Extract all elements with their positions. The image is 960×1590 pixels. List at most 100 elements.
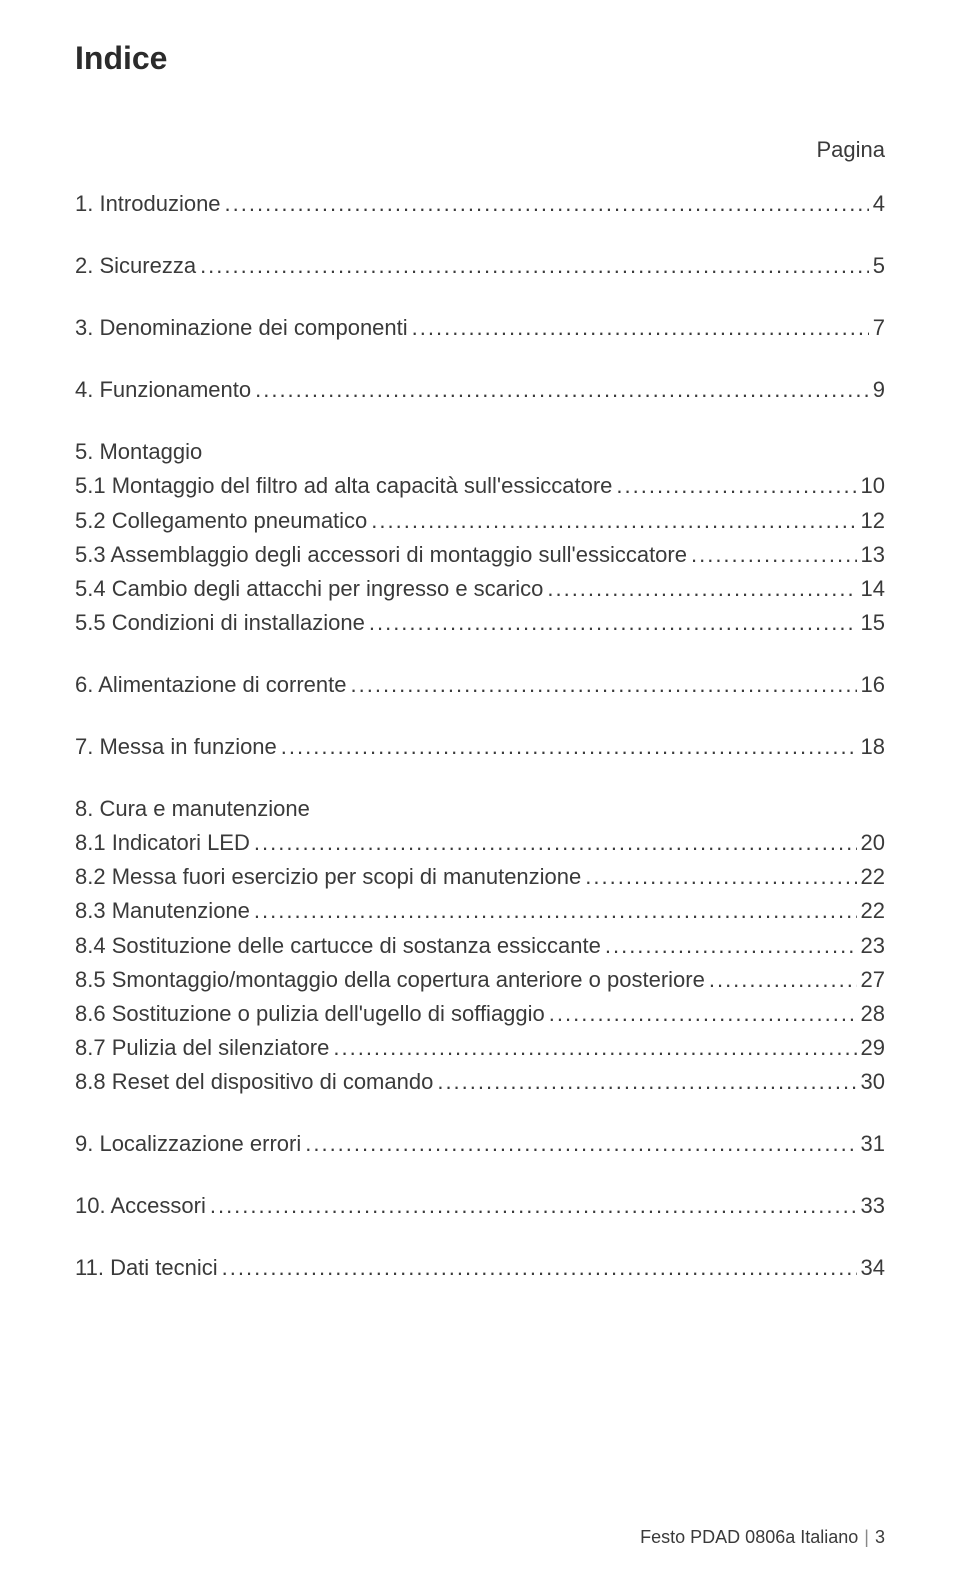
toc-row: 2. Sicurezza5 [75,249,885,283]
toc-block: 1. Introduzione 4 [75,187,885,221]
toc-row: 8.5 Smontaggio/montaggio della copertura… [75,963,885,997]
toc-row: 3. Denominazione dei componenti 7 [75,311,885,345]
toc-entry-page: 10 [861,469,885,503]
toc-row: 5.1 Montaggio del filtro ad alta capacit… [75,469,885,503]
toc-entry-page: 9 [873,373,885,407]
toc-block: 10. Accessori 33 [75,1189,885,1223]
toc-entry-label: 3. Denominazione dei componenti [75,311,408,345]
toc-leader-dots [585,860,856,894]
toc-row: 8.4 Sostituzione delle cartucce di sosta… [75,929,885,963]
toc-row: 11. Dati tecnici 34 [75,1251,885,1285]
page-footer: Festo PDAD 0806a Italiano|3 [640,1527,885,1548]
toc-block: 4. Funzionamento 9 [75,373,885,407]
toc-entry-page: 14 [861,572,885,606]
toc-entry-page: 22 [861,894,885,928]
toc-row: 5.4 Cambio degli attacchi per ingresso e… [75,572,885,606]
toc-block: 2. Sicurezza5 [75,249,885,283]
toc-entry-page: 33 [861,1189,885,1223]
toc-row: 5.2 Collegamento pneumatico12 [75,504,885,538]
toc-entry-label: 8.8 Reset del dispositivo di comando [75,1065,433,1099]
toc-leader-dots [254,894,857,928]
toc-leader-dots [605,929,857,963]
toc-entry-page: 4 [873,187,885,221]
toc-row: 5.5 Condizioni di installazione 15 [75,606,885,640]
toc-leader-dots [437,1065,856,1099]
toc-entry-label: 8.2 Messa fuori esercizio per scopi di m… [75,860,581,894]
toc-entry-label: 8.5 Smontaggio/montaggio della copertura… [75,963,705,997]
toc-leader-dots [616,469,856,503]
toc-block: 5. Montaggio5.1 Montaggio del filtro ad … [75,435,885,640]
toc-entry-page: 31 [861,1127,885,1161]
toc-entry-page: 30 [861,1065,885,1099]
toc-entry-page: 5 [873,249,885,283]
toc-entry-label: 8.4 Sostituzione delle cartucce di sosta… [75,929,601,963]
toc-leader-dots [549,997,857,1031]
toc-row: 8.3 Manutenzione 22 [75,894,885,928]
column-header-page: Pagina [75,137,885,163]
toc-row: 7. Messa in funzione 18 [75,730,885,764]
toc-entry-page: 29 [861,1031,885,1065]
page-title: Indice [75,40,885,77]
toc-leader-dots [691,538,857,572]
toc-row: 10. Accessori 33 [75,1189,885,1223]
toc-row: 8.7 Pulizia del silenziatore 29 [75,1031,885,1065]
toc-leader-dots [305,1127,856,1161]
toc-entry-label: 6. Alimentazione di corrente [75,668,347,702]
toc-leader-dots [709,963,857,997]
table-of-contents: 1. Introduzione 4 2. Sicurezza5 3. Denomina… [75,187,885,1285]
toc-leader-dots [547,572,856,606]
toc-row: 8.8 Reset del dispositivo di comando 30 [75,1065,885,1099]
toc-entry-page: 22 [861,860,885,894]
footer-page-number: 3 [875,1527,885,1547]
toc-entry-page: 13 [861,538,885,572]
toc-entry-page: 7 [873,311,885,345]
toc-entry-page: 18 [861,730,885,764]
toc-block: 3. Denominazione dei componenti 7 [75,311,885,345]
toc-entry-label: 8.1 Indicatori LED [75,826,250,860]
toc-entry-label: 11. Dati tecnici [75,1251,218,1285]
toc-row: 8.1 Indicatori LED20 [75,826,885,860]
toc-entry-label: 8.3 Manutenzione [75,894,250,928]
toc-leader-dots [369,606,857,640]
toc-row: 6. Alimentazione di corrente 16 [75,668,885,702]
toc-leader-dots [281,730,857,764]
toc-row: 5.3 Assemblaggio degli accessori di mont… [75,538,885,572]
toc-entry-label: 5.2 Collegamento pneumatico [75,504,367,538]
toc-leader-dots [351,668,857,702]
toc-entry-label: 5. Montaggio [75,435,202,469]
toc-entry-page: 15 [861,606,885,640]
toc-leader-dots [333,1031,856,1065]
toc-leader-dots [200,249,869,283]
toc-entry-label: 9. Localizzazione errori [75,1127,301,1161]
toc-block: 8. Cura e manutenzione8.1 Indicatori LED… [75,792,885,1099]
toc-row: 1. Introduzione 4 [75,187,885,221]
toc-row: 9. Localizzazione errori 31 [75,1127,885,1161]
toc-entry-page: 23 [861,929,885,963]
toc-row: 8.2 Messa fuori esercizio per scopi di m… [75,860,885,894]
toc-leader-dots [210,1189,857,1223]
toc-entry-page: 28 [861,997,885,1031]
toc-entry-page: 34 [861,1251,885,1285]
toc-entry-label: 5.4 Cambio degli attacchi per ingresso e… [75,572,543,606]
toc-entry-label: 8. Cura e manutenzione [75,792,310,826]
toc-entry-label: 5.1 Montaggio del filtro ad alta capacit… [75,469,612,503]
toc-entry-label: 5.5 Condizioni di installazione [75,606,365,640]
toc-row: 8.6 Sostituzione o pulizia dell'ugello d… [75,997,885,1031]
toc-block: 6. Alimentazione di corrente 16 [75,668,885,702]
toc-block: 9. Localizzazione errori 31 [75,1127,885,1161]
toc-entry-page: 16 [861,668,885,702]
toc-entry-label: 8.7 Pulizia del silenziatore [75,1031,329,1065]
toc-entry-label: 4. Funzionamento [75,373,251,407]
footer-doc-id: Festo PDAD 0806a Italiano [640,1527,858,1547]
toc-row: 5. Montaggio [75,435,885,469]
toc-entry-label: 5.3 Assemblaggio degli accessori di mont… [75,538,687,572]
toc-leader-dots [371,504,856,538]
toc-entry-label: 7. Messa in funzione [75,730,277,764]
toc-entry-label: 10. Accessori [75,1189,206,1223]
toc-entry-label: 8.6 Sostituzione o pulizia dell'ugello d… [75,997,545,1031]
toc-leader-dots [255,373,869,407]
toc-block: 11. Dati tecnici 34 [75,1251,885,1285]
toc-leader-dots [222,1251,857,1285]
toc-entry-label: 1. Introduzione [75,187,221,221]
toc-entry-page: 27 [861,963,885,997]
